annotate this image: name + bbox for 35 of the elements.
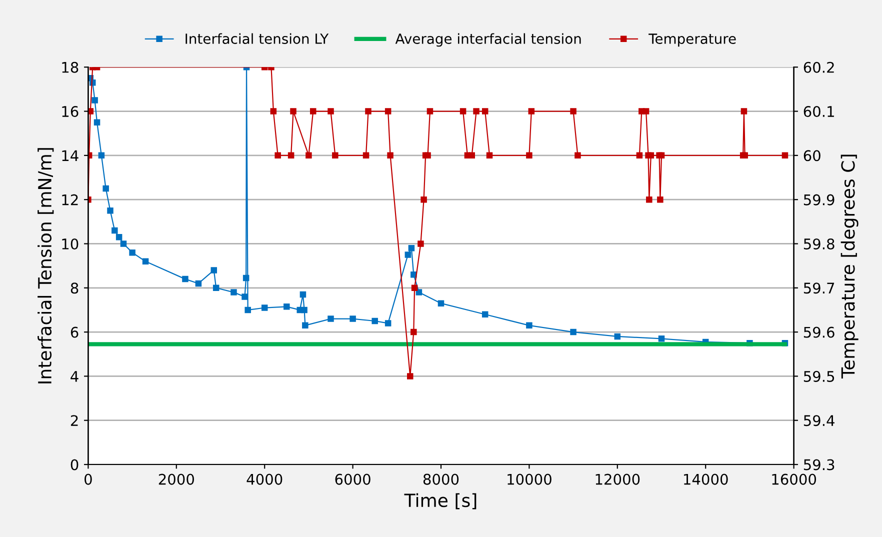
x-tick-label: 2000 bbox=[158, 474, 194, 485]
y-tick-label: 6 bbox=[70, 326, 78, 338]
y-tick-label: 12 bbox=[62, 194, 78, 206]
y-tick-label: 4 bbox=[70, 371, 78, 382]
y-tick-label: 0 bbox=[70, 459, 78, 470]
x-tick-label: 10000 bbox=[508, 474, 552, 485]
y2-tick-label: 59.8 bbox=[804, 238, 834, 250]
y2-tick-label: 59.5 bbox=[804, 370, 834, 382]
y2-tick-label: 59.9 bbox=[804, 194, 834, 206]
y2-tick-label: 59.7 bbox=[804, 282, 834, 294]
y2-axis-title: Temperature [degrees C] bbox=[840, 154, 858, 378]
y2-tick-label: 60.1 bbox=[804, 106, 834, 118]
legend-label: Interfacial tension LY bbox=[186, 33, 329, 44]
y2-tick-label: 60.2 bbox=[804, 62, 834, 73]
x-tick-label: 16000 bbox=[772, 474, 816, 485]
y2-tick-label: 59.4 bbox=[804, 415, 834, 426]
legend-label: Temperature bbox=[648, 34, 736, 47]
y-axis-title: Interfacial Tension [mN/m] bbox=[38, 148, 54, 384]
x-tick-label: 12000 bbox=[596, 474, 640, 485]
y-tick-label: 18 bbox=[62, 62, 78, 73]
legend-label: Average interfacial tension bbox=[395, 33, 581, 47]
y-tick-label: 8 bbox=[70, 282, 78, 294]
y-tick-label: 16 bbox=[62, 106, 78, 118]
x-tick-label: 8000 bbox=[423, 474, 459, 485]
y-tick-label: 2 bbox=[70, 415, 78, 426]
x-tick-label: 0 bbox=[84, 474, 92, 485]
y2-tick-label: 60 bbox=[804, 150, 820, 162]
x-tick-label: 6000 bbox=[335, 474, 370, 485]
x-tick-label: 4000 bbox=[246, 474, 282, 485]
y-tick-label: 10 bbox=[62, 238, 78, 250]
x-axis-title: Time [s] bbox=[404, 493, 476, 510]
y2-tick-label: 59.6 bbox=[804, 326, 834, 338]
x-tick-label: 14000 bbox=[684, 474, 728, 485]
y-tick-label: 14 bbox=[62, 150, 78, 161]
y2-tick-label: 59.3 bbox=[804, 459, 834, 470]
